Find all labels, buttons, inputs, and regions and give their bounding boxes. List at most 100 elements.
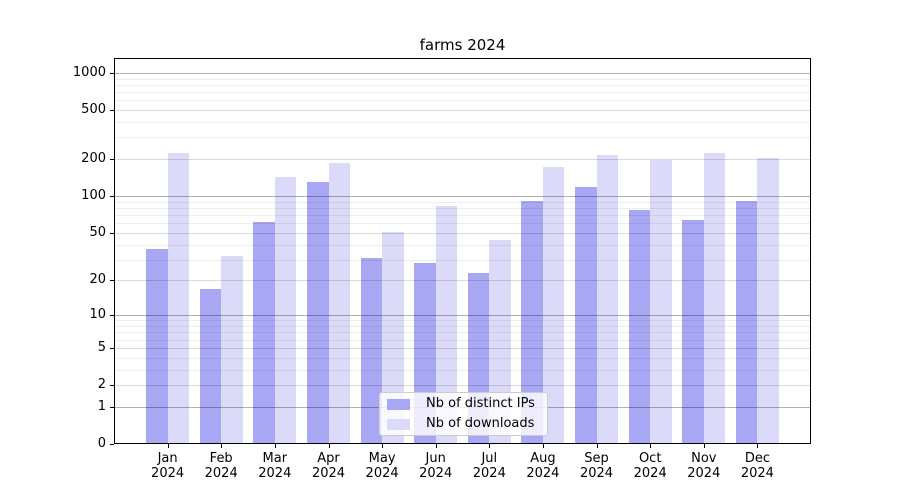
bar-distinct-ips <box>682 219 704 444</box>
x-tick-mark <box>221 444 223 448</box>
legend-label-distinct-ips: Nb of distinct IPs <box>426 396 535 411</box>
grid-line <box>114 122 811 123</box>
y-tick-label: 20 <box>89 272 106 288</box>
grid-line <box>114 92 811 93</box>
chart-title: farms 2024 <box>419 36 506 54</box>
grid-line <box>114 326 811 327</box>
legend-row-distinct-ips: Nb of distinct IPs <box>387 394 547 414</box>
grid-line <box>114 244 811 246</box>
bar-distinct-ips <box>307 181 329 444</box>
y-tick-mark <box>110 347 114 349</box>
x-tick-label: Feb 2024 <box>204 451 238 481</box>
grid-line <box>114 78 811 80</box>
grid-line <box>114 196 811 197</box>
grid-line <box>114 110 811 111</box>
bar-distinct-ips <box>146 248 168 444</box>
y-tick-mark <box>110 232 114 234</box>
x-tick-label: Jun 2024 <box>419 451 453 481</box>
bar-downloads <box>596 155 618 444</box>
bar-distinct-ips <box>575 186 597 444</box>
grid-line <box>114 369 811 371</box>
y-tick-mark <box>110 72 114 74</box>
y-tick-label: 2 <box>97 377 106 392</box>
legend: Nb of distinct IPs Nb of downloads <box>379 392 548 436</box>
legend-swatch-distinct-ips-icon <box>387 398 410 410</box>
y-tick-label: 0 <box>97 436 106 451</box>
bar-distinct-ips <box>521 200 543 444</box>
y-tick-mark <box>110 196 114 197</box>
x-tick-mark <box>167 444 169 448</box>
grid-line <box>114 232 811 234</box>
legend-label-downloads: Nb of downloads <box>426 416 535 431</box>
x-tick-mark <box>489 444 491 448</box>
y-tick-mark <box>110 385 114 386</box>
bar-downloads <box>757 158 779 444</box>
y-tick-mark <box>110 315 114 317</box>
y-tick-mark <box>110 444 114 445</box>
y-tick-label: 10 <box>89 307 106 323</box>
grid-line <box>114 332 811 334</box>
grid-line <box>114 280 811 282</box>
bar-downloads <box>221 256 243 444</box>
grid-line <box>114 84 811 86</box>
legend-row-downloads: Nb of downloads <box>387 414 547 434</box>
y-tick-label: 1 <box>97 398 106 414</box>
grid-line <box>114 357 811 359</box>
y-tick-mark <box>110 280 114 282</box>
bar-downloads <box>167 152 190 444</box>
bar-downloads <box>650 159 672 444</box>
x-tick-mark <box>757 444 759 448</box>
bar-distinct-ips <box>253 222 275 444</box>
grid-line <box>114 223 811 225</box>
y-tick-label: 50 <box>89 224 106 240</box>
bar-downloads <box>274 177 297 444</box>
grid-line <box>114 259 811 261</box>
x-tick-label: Oct 2024 <box>633 451 667 481</box>
x-tick-label: Apr 2024 <box>311 451 346 481</box>
plot-area: Nb of distinct IPs Nb of downloads <box>114 58 811 444</box>
x-tick-mark <box>435 444 437 448</box>
x-tick-label: Jan 2024 <box>151 451 185 481</box>
bar-downloads <box>382 231 404 444</box>
x-tick-mark <box>274 444 276 448</box>
grid-line <box>114 207 811 209</box>
bar-distinct-ips <box>360 257 383 444</box>
x-tick-mark <box>328 444 330 448</box>
grid-line <box>114 315 811 317</box>
x-tick-label: Jul 2024 <box>472 451 506 481</box>
grid-line <box>114 320 811 322</box>
x-tick-mark <box>703 444 705 448</box>
y-tick-label: 200 <box>81 151 106 167</box>
grid-layer <box>114 58 811 444</box>
x-tick-mark <box>596 444 598 448</box>
y-tick-mark <box>110 159 114 161</box>
grid-line <box>114 137 811 139</box>
bar-distinct-ips <box>735 200 758 444</box>
grid-line <box>114 347 811 349</box>
y-tick-mark <box>110 406 114 408</box>
x-tick-label: Mar 2024 <box>258 451 292 481</box>
y-tick-label: 1000 <box>72 64 106 80</box>
bar-downloads <box>542 166 565 444</box>
bar-downloads <box>703 153 726 444</box>
grid-line <box>114 215 811 216</box>
x-tick-label: Aug 2024 <box>526 451 560 481</box>
bar-downloads <box>328 162 350 444</box>
grid-line <box>114 201 811 203</box>
bar-downloads <box>435 206 458 444</box>
y-tick-label: 5 <box>97 339 106 355</box>
bar-distinct-ips <box>628 209 651 444</box>
grid-line <box>114 159 811 161</box>
x-tick-mark <box>382 444 384 448</box>
y-tick-mark <box>110 110 114 111</box>
legend-swatch-downloads-icon <box>387 418 410 430</box>
bar-distinct-ips <box>199 288 222 444</box>
grid-line <box>114 385 811 386</box>
x-tick-mark <box>650 444 652 448</box>
x-tick-label: Dec 2024 <box>740 451 774 481</box>
grid-line <box>114 339 811 341</box>
grid-line <box>114 72 811 74</box>
x-tick-label: May 2024 <box>365 451 399 481</box>
grid-line <box>114 100 811 102</box>
